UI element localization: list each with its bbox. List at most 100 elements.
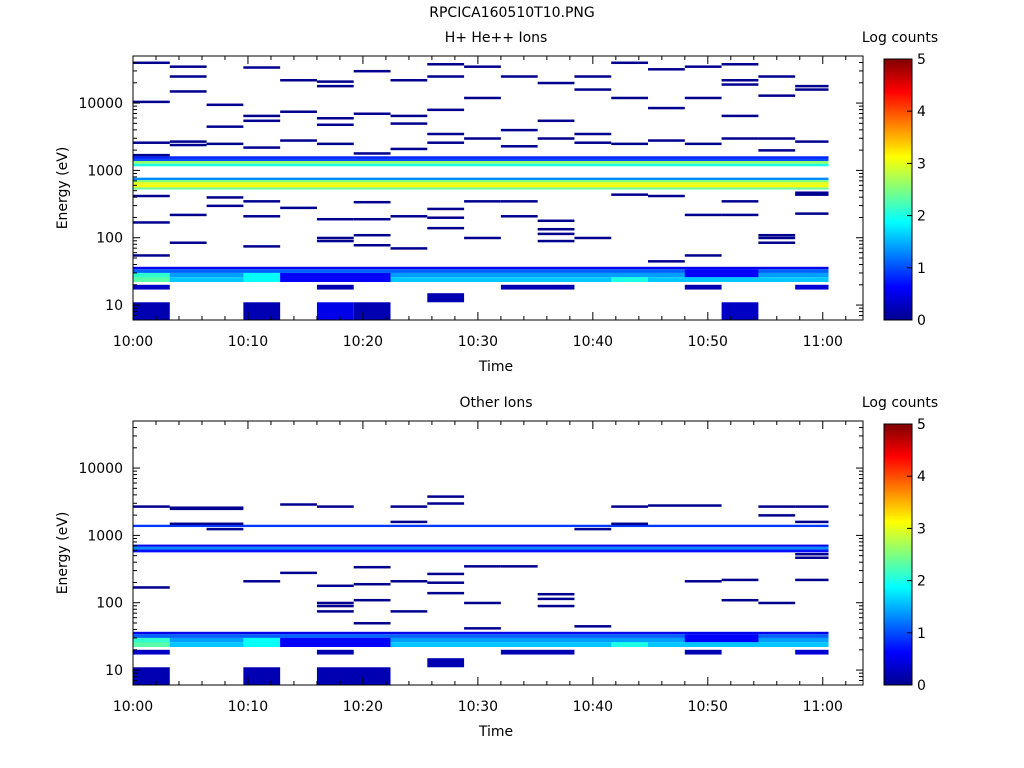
heatmap-line: [280, 206, 317, 210]
heatmap-line: [206, 142, 244, 146]
heatmap-cell: [133, 277, 170, 283]
heatmap-cell: [133, 524, 829, 528]
heatmap-line: [427, 572, 465, 576]
heatmap-line: [648, 106, 685, 110]
heatmap-line: [758, 505, 796, 508]
heatmap-line: [280, 571, 317, 575]
x-axis-label: Time: [478, 359, 513, 375]
heatmap-line: [427, 216, 465, 219]
heatmap-line: [353, 565, 391, 569]
heatmap-line: [721, 137, 759, 140]
heatmap-cell: [795, 649, 829, 655]
heatmap-line: [353, 233, 391, 237]
heatmap-line: [169, 65, 207, 68]
heatmap-line: [611, 61, 649, 65]
heatmap-line: [316, 217, 354, 221]
colorbar-tick-label: 4: [917, 469, 926, 485]
heatmap-line: [206, 527, 244, 531]
heatmap-line: [133, 100, 170, 104]
heatmap-line: [500, 145, 538, 148]
heatmap-cell: [353, 302, 391, 320]
heatmap-line: [795, 212, 829, 215]
heatmap-cell: [316, 667, 391, 685]
heatmap-line: [133, 254, 170, 257]
heatmap-line: [537, 239, 575, 243]
heatmap-line: [353, 217, 391, 221]
heatmap-line: [427, 108, 465, 112]
heatmap-line: [243, 580, 281, 583]
colorbar: [883, 423, 913, 686]
x-tick-label: 10:50: [688, 334, 728, 350]
heatmap-line: [721, 578, 759, 582]
heatmap-line: [243, 245, 281, 248]
heatmap-line: [169, 90, 207, 93]
heatmap-line: [574, 132, 612, 136]
heatmap-cell: [316, 302, 354, 320]
heatmap-line: [353, 69, 391, 73]
y-tick-label: 10000: [78, 461, 123, 477]
heatmap-cell: [611, 642, 649, 648]
x-axis-label: Time: [478, 724, 513, 740]
heatmap-line: [574, 625, 612, 628]
heatmap-line: [243, 119, 281, 123]
heatmap-line: [133, 194, 170, 198]
panel-title: H+ He++ Ions: [445, 30, 548, 46]
heatmap-line: [574, 236, 612, 240]
panel-title: Other Ions: [459, 395, 532, 411]
x-tick-label: 11:00: [803, 334, 843, 350]
heatmap-line: [243, 215, 281, 218]
heatmap-line: [353, 598, 391, 602]
y-axis-label: Energy (eV): [55, 147, 71, 230]
heatmap-line: [316, 604, 354, 608]
heatmap-line: [316, 142, 354, 146]
heatmap-line: [758, 601, 796, 605]
heatmap-line: [316, 80, 354, 83]
page-title: RPCICA160510T10.PNG: [429, 5, 595, 21]
heatmap-line: [648, 260, 685, 263]
heatmap-line: [758, 94, 796, 97]
heatmap-line: [537, 597, 575, 601]
heatmap-line: [500, 128, 538, 132]
heatmap-cell: [721, 302, 759, 320]
plot-frame: [132, 420, 864, 686]
heatmap-line: [684, 65, 722, 68]
heatmap-line: [758, 137, 796, 140]
heatmap-cell: [133, 163, 829, 167]
heatmap-line: [611, 142, 649, 146]
heatmap-line: [169, 213, 207, 217]
heatmap-line: [758, 75, 796, 78]
heatmap-line: [427, 591, 465, 595]
heatmap-cell: [133, 158, 829, 161]
heatmap-line: [316, 236, 354, 240]
heatmap-line: [464, 96, 501, 100]
heatmap-line: [611, 193, 649, 196]
x-tick-label: 10:30: [458, 699, 498, 715]
heatmap-line: [133, 586, 170, 589]
heatmap-line: [500, 200, 538, 203]
heatmap-line: [427, 495, 465, 498]
heatmap-line: [206, 125, 244, 128]
heatmap-line: [537, 137, 575, 140]
heatmap-line: [464, 565, 501, 568]
heatmap-line: [795, 556, 829, 559]
heatmap-line: [353, 243, 391, 247]
heatmap-line: [243, 114, 281, 118]
heatmap-cell: [133, 177, 829, 181]
heatmap-line: [758, 241, 796, 244]
x-tick-label: 10:20: [343, 334, 383, 350]
heatmap-line: [390, 505, 428, 508]
heatmap-cell: [133, 182, 829, 185]
y-tick-label: 100: [96, 596, 123, 612]
heatmap-cell: [133, 637, 170, 643]
colorbar-tick-label: 1: [917, 261, 926, 277]
heatmap-cell: [133, 549, 829, 553]
heatmap-line: [390, 610, 428, 613]
heatmap-line: [721, 114, 759, 118]
heatmap-line: [169, 140, 207, 143]
x-tick-label: 10:40: [573, 699, 613, 715]
heatmap-line: [795, 520, 829, 524]
heatmap-cell: [280, 637, 391, 648]
heatmap-line: [684, 213, 722, 217]
heatmap-cell: [133, 266, 829, 270]
